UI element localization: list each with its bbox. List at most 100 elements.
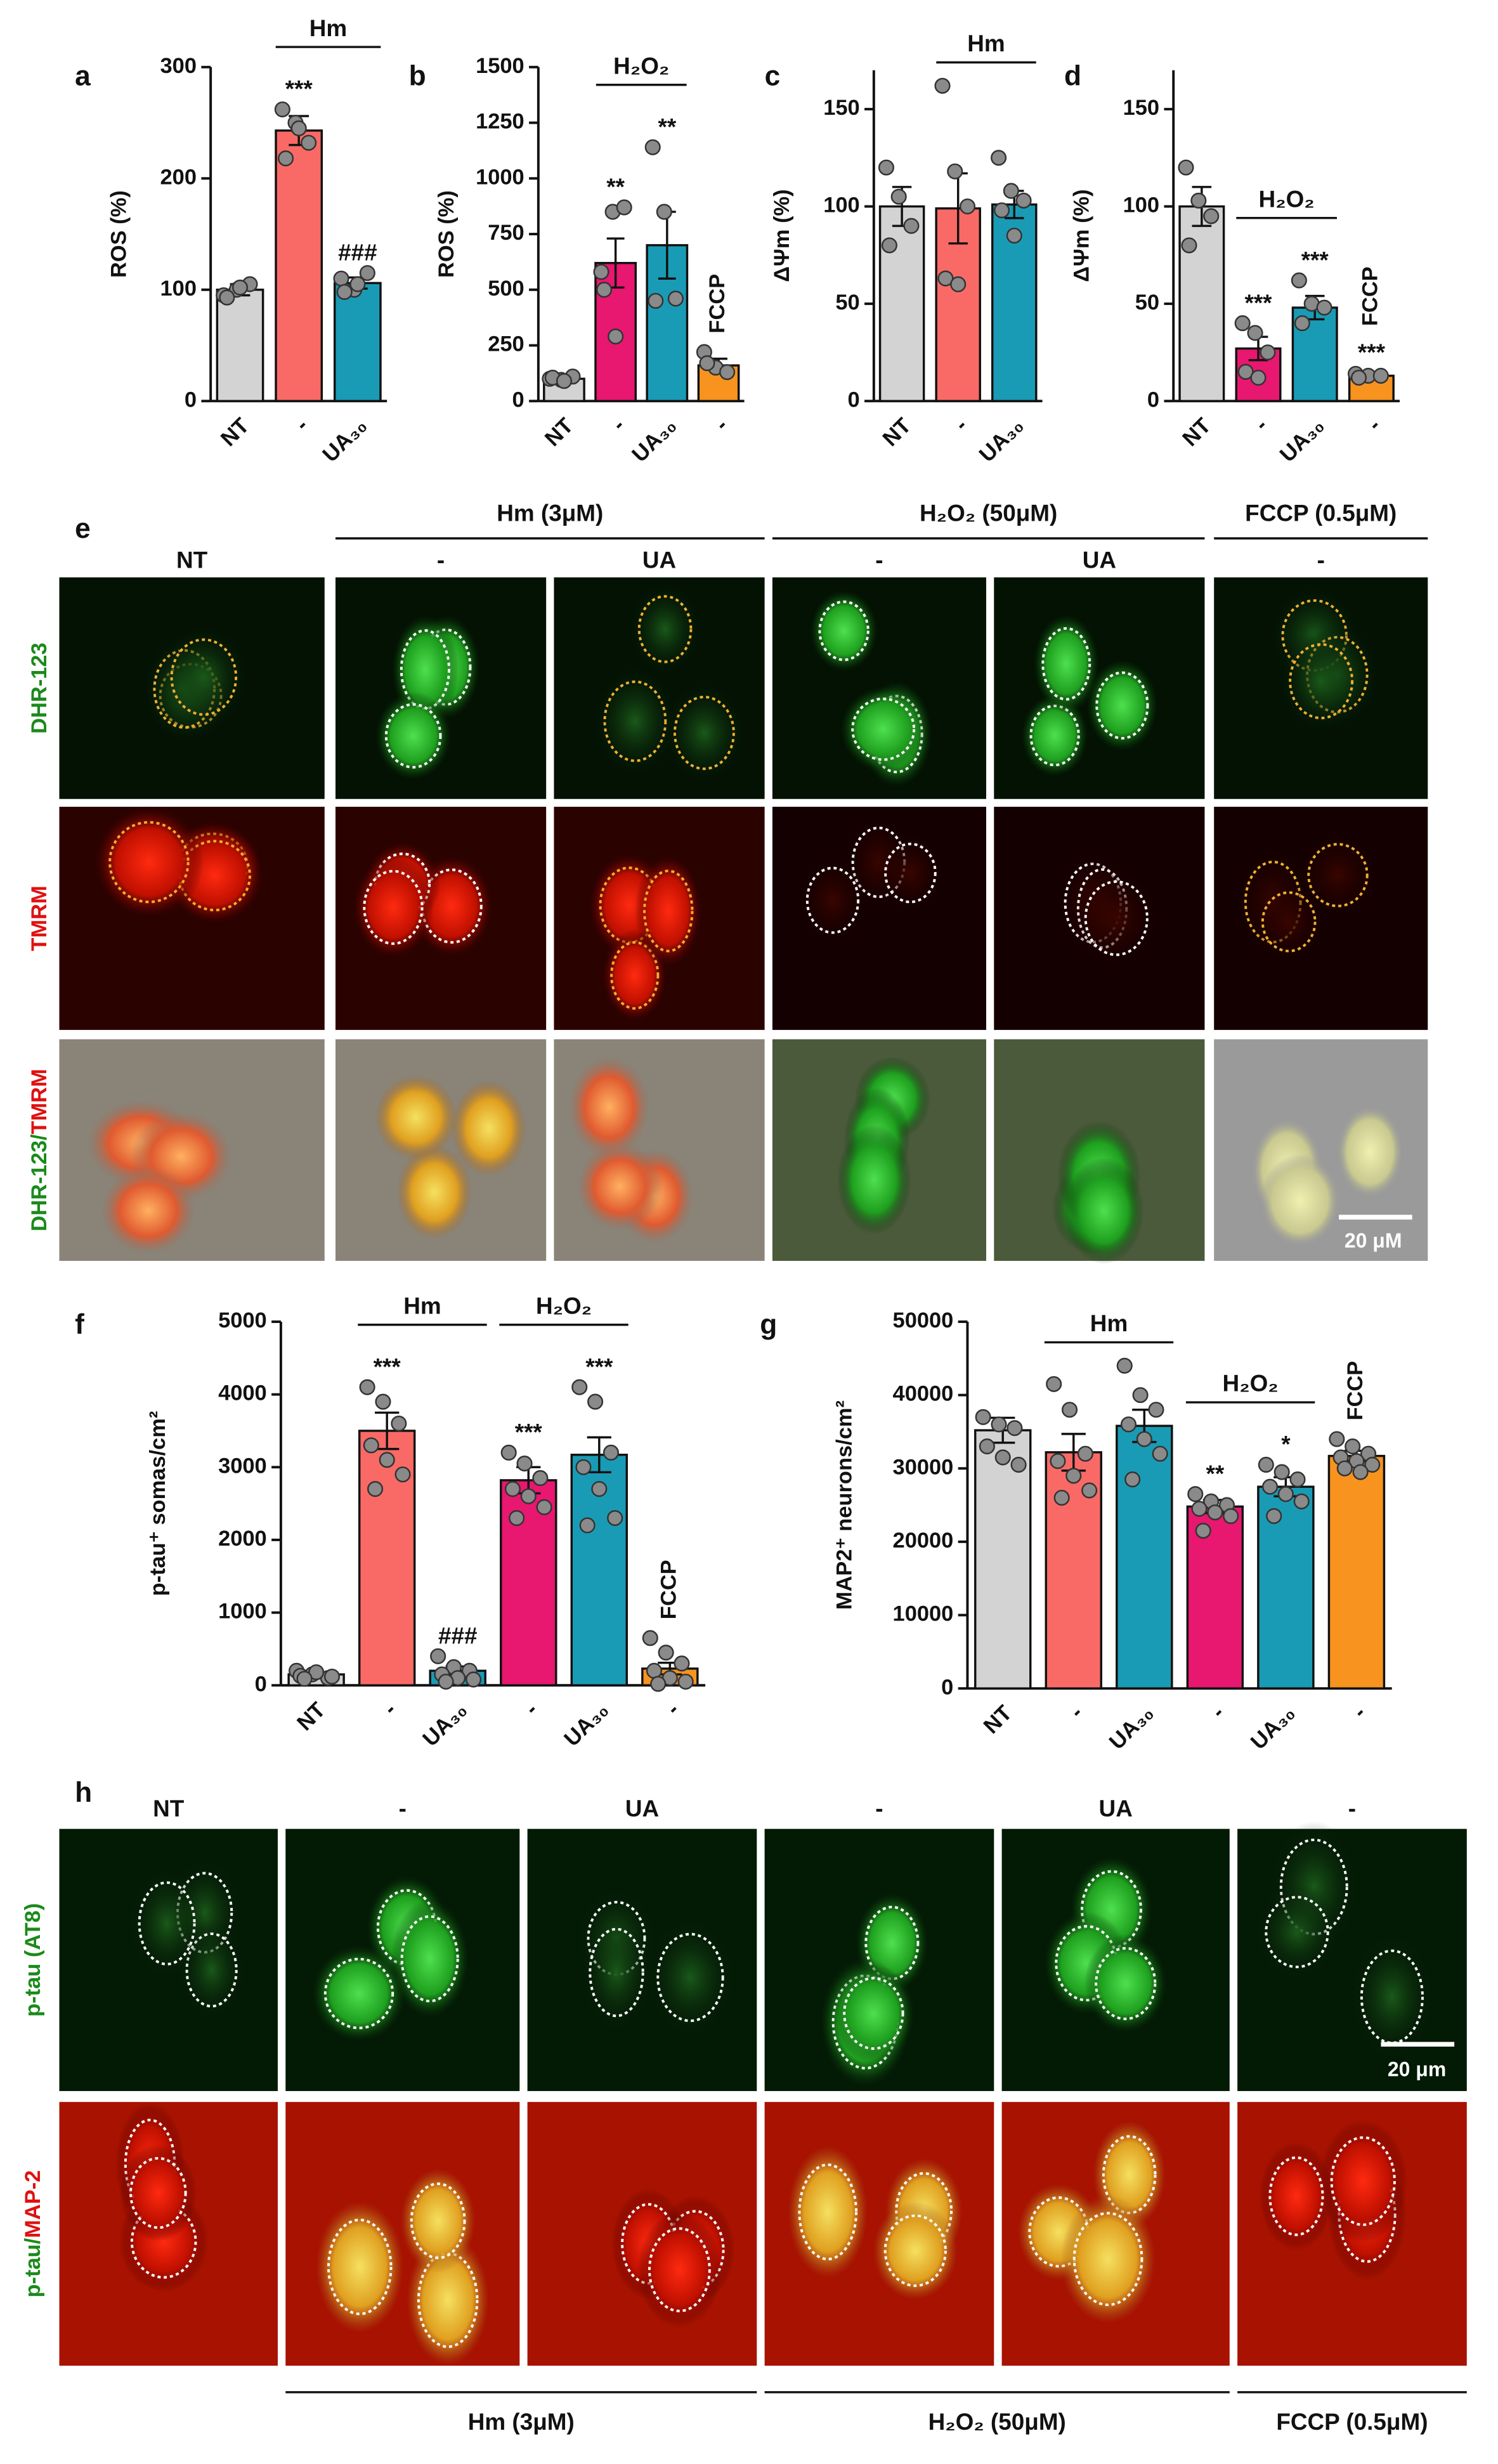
- cell-outline: [818, 600, 869, 662]
- cell-outline: [883, 2214, 947, 2287]
- row-label-part: p-tau/: [21, 2238, 45, 2297]
- column-label: -: [1317, 547, 1325, 573]
- data-point: [296, 1671, 313, 1687]
- cell-outline: [589, 1927, 644, 2017]
- row-label: p-tau (AT8): [21, 1903, 45, 2017]
- data-point: [1081, 1482, 1098, 1499]
- data-point: [991, 1416, 1007, 1433]
- panel-letter: d: [1064, 61, 1081, 92]
- cell-soma: [100, 1166, 196, 1255]
- data-point: [587, 1393, 604, 1410]
- treatment-label: FCCP: [1343, 1361, 1367, 1421]
- cell-outline: [323, 1957, 394, 2030]
- column-label: -: [1348, 1796, 1356, 1822]
- data-point: [1132, 1387, 1149, 1404]
- y-tick-label: 50: [835, 290, 859, 315]
- data-point: [991, 150, 1007, 166]
- column-label: NT: [153, 1796, 185, 1822]
- data-point: [308, 1664, 325, 1681]
- x-tick-label: -: [1363, 414, 1385, 436]
- y-tick-label: 40000: [893, 1382, 954, 1406]
- data-point: [290, 120, 307, 136]
- group-label: FCCP (0.5μM): [1276, 2409, 1428, 2435]
- data-point: [646, 1662, 663, 1679]
- y-tick-label: 50: [1135, 290, 1159, 315]
- group-label: Hm: [403, 1293, 441, 1319]
- cell-soma: [1064, 1157, 1144, 1265]
- data-point: [975, 1409, 991, 1425]
- cell-outline: [643, 870, 694, 953]
- cell-soma: [375, 691, 452, 780]
- significance-label: ###: [338, 240, 377, 266]
- data-point: [1120, 1416, 1137, 1433]
- data-point: [1187, 1486, 1204, 1503]
- group-label: H₂O₂: [1259, 186, 1315, 212]
- data-point: [1364, 1456, 1381, 1473]
- y-tick-label: 0: [255, 1672, 267, 1696]
- data-point: [1053, 1489, 1070, 1506]
- group-label: Hm: [967, 30, 1005, 56]
- data-point: [1345, 1438, 1361, 1455]
- data-point: [947, 163, 963, 179]
- y-tick-label: 250: [488, 332, 524, 356]
- cell-outline: [798, 2163, 858, 2260]
- row-label: DHR-123/TMRM: [27, 1069, 51, 1231]
- bar: [974, 1429, 1032, 1690]
- data-point: [1195, 1522, 1211, 1539]
- data-point: [520, 1488, 537, 1504]
- data-point: [359, 1379, 375, 1395]
- error-bar: [587, 1436, 611, 1474]
- data-point: [658, 1645, 674, 1661]
- panel-letter: a: [75, 61, 91, 92]
- data-point: [1266, 1508, 1282, 1524]
- cell-outline: [1081, 1870, 1142, 1949]
- column-label: -: [875, 1796, 883, 1822]
- y-tick-label: 20000: [893, 1529, 954, 1553]
- significance-label: ***: [1301, 247, 1329, 273]
- row-label-part: TMRM: [27, 885, 51, 951]
- data-point: [1062, 1402, 1078, 1418]
- treatment-label: FCCP: [705, 274, 729, 334]
- y-tick-label: 3000: [218, 1454, 267, 1478]
- y-tick-label: 50000: [893, 1308, 954, 1333]
- data-point: [394, 1466, 411, 1483]
- data-point: [1291, 272, 1307, 289]
- group-label: Hm: [1090, 1310, 1128, 1336]
- bar: [216, 289, 264, 403]
- panel-letter: e: [75, 513, 91, 544]
- cell-outline: [1289, 643, 1354, 720]
- data-point: [881, 237, 897, 254]
- data-point: [1065, 1468, 1082, 1484]
- data-point: [536, 1499, 552, 1515]
- y-axis-label: ΔΨm (%): [1070, 189, 1094, 282]
- y-tick-label: 100: [823, 193, 859, 218]
- scale-bar-label: 20 μm: [1388, 2057, 1446, 2080]
- y-tick-label: 500: [488, 277, 524, 301]
- row-label: TMRM: [27, 885, 51, 951]
- significance-label: ***: [585, 1353, 613, 1379]
- x-tick-label: -: [290, 414, 313, 436]
- y-tick-label: 150: [823, 96, 859, 120]
- data-point: [516, 1456, 533, 1472]
- x-tick-label: UA₃₀: [1246, 1701, 1299, 1754]
- cell-outline: [1072, 2212, 1143, 2307]
- data-point: [596, 282, 613, 298]
- significance-label: ###: [438, 1623, 478, 1649]
- y-tick-label: 5000: [218, 1308, 267, 1333]
- y-axis-label: ROS (%): [107, 190, 131, 278]
- y-tick-label: 0: [1147, 388, 1159, 412]
- data-point: [430, 1648, 446, 1664]
- column-label: -: [399, 1796, 407, 1822]
- cell-outline: [1095, 1946, 1157, 2021]
- data-point: [1136, 1431, 1152, 1447]
- row-label: p-tau/MAP-2: [21, 2170, 45, 2298]
- cell-outline: [843, 1977, 904, 2050]
- y-tick-label: 30000: [893, 1455, 954, 1479]
- x-tick-label: -: [661, 1698, 684, 1720]
- y-tick-label: 150: [1123, 96, 1159, 120]
- x-tick-label: NT: [292, 1698, 330, 1735]
- y-tick-label: 1250: [476, 110, 524, 134]
- cell-outline: [384, 703, 442, 769]
- data-point: [878, 159, 894, 176]
